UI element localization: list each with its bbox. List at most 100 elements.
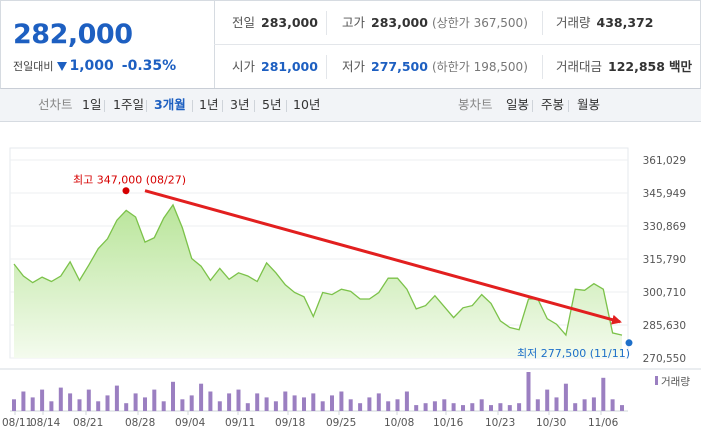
divider [286, 100, 287, 112]
open-price: 시가 281,000 [232, 45, 318, 88]
tab-monthly[interactable]: 월봉 [577, 97, 601, 112]
trend-arrow [144, 189, 622, 325]
prev-close-value: 283,000 [261, 15, 318, 30]
volume-bar [451, 403, 456, 411]
volume-bar [423, 403, 428, 411]
volume-bar [554, 397, 559, 411]
max-label: 최고 347,000 (08/27) [73, 174, 186, 187]
volume-bar [133, 393, 138, 411]
tab-3y[interactable]: 3년 [230, 97, 250, 112]
down-arrow-icon [57, 62, 68, 71]
low-value: 277,500 [371, 59, 428, 74]
volume-bar [21, 391, 26, 411]
x-tick-label: 08/21 [73, 417, 103, 429]
period-tabs: 선차트 1일 1주일 3개월 1년 3년 5년 10년 봉차트 일봉 주봉 월봉 [0, 89, 701, 122]
tab-1w[interactable]: 1주일 [113, 97, 144, 112]
volume-bar [498, 403, 503, 411]
y-tick-label: 315,790 [643, 254, 686, 266]
tab-3m[interactable]: 3개월 [154, 97, 186, 112]
x-tick-label: 10/23 [485, 417, 515, 429]
volume-bar [489, 405, 493, 411]
stats-table: 전일 283,000 고가 283,000 (상한가 367,500) 거래량 438,… [214, 1, 700, 88]
open-label: 시가 [232, 59, 256, 74]
divider [146, 100, 147, 112]
volume-bar [283, 391, 288, 411]
volume-bar [208, 391, 213, 411]
volume-bar [40, 389, 45, 412]
volume-value: 438,372 [596, 15, 654, 30]
min-marker [625, 339, 633, 347]
volume-bar [320, 401, 325, 412]
volume-bar [386, 401, 391, 412]
diff-value: 1,000 [69, 58, 114, 74]
upper-limit: (상한가 367,500) [431, 16, 528, 30]
current-price: 282,000 [13, 19, 133, 50]
divider [222, 100, 223, 112]
divider [568, 100, 569, 112]
high-value: 283,000 [371, 15, 428, 30]
volume: 거래량 438,372 [556, 1, 653, 44]
volume-bar [376, 393, 381, 411]
volume-bar [358, 403, 363, 411]
diff-label: 전일대비 [13, 60, 54, 73]
price-box: 282,000 전일대비 1,000 -0.35% [1, 1, 215, 88]
volume-bar [573, 403, 578, 411]
volume-bar [105, 395, 110, 411]
volume-bar [199, 383, 204, 411]
volume-bar [273, 401, 278, 412]
trade-amount: 거래대금 122,858 백만 [556, 45, 692, 88]
tab-1y[interactable]: 1년 [199, 97, 219, 112]
volume-bar [264, 397, 269, 411]
lower-limit: (하한가 198,500) [431, 60, 528, 74]
y-tick-label: 361,029 [643, 155, 686, 167]
volume-bar [245, 403, 250, 411]
prev-close: 전일 283,000 [232, 1, 318, 44]
stats-row-2: 시가 281,000 저가 277,500 (하한가 198,500) 거래대금 122… [214, 45, 700, 88]
volume-bar [563, 383, 568, 411]
volume-bar [591, 397, 596, 411]
divider [532, 100, 533, 112]
volume-bar [255, 393, 260, 411]
low-label: 저가 [342, 59, 366, 74]
price-chart: 361,029 345,949 330,869 315,790 300,710 285,6… [0, 147, 701, 429]
volume-bar [330, 395, 334, 411]
volume-bar [601, 377, 606, 411]
volume-bar [30, 397, 35, 411]
volume-bar [124, 403, 129, 411]
volume-bar [12, 399, 16, 411]
volume-legend-label: 거래량 [661, 376, 690, 388]
amount-unit: 백만 [668, 59, 692, 74]
volume-bar [479, 399, 484, 411]
divider [542, 55, 543, 79]
volume-bar [432, 401, 437, 412]
x-tick-label: 09/11 [225, 417, 255, 429]
volume-bar [517, 403, 522, 411]
volume-bar [461, 405, 465, 411]
x-tick-label: 09/18 [275, 417, 305, 429]
tab-5y[interactable]: 5년 [262, 97, 282, 112]
volume-bar [526, 372, 531, 411]
volume-bar [311, 393, 316, 411]
line-chart-label: 선차트 [38, 97, 73, 112]
volume-bar [470, 403, 475, 411]
tab-daily[interactable]: 일봉 [506, 97, 530, 112]
area-fill [14, 204, 622, 358]
volume-bar [367, 397, 372, 411]
tab-10y[interactable]: 10년 [293, 97, 321, 112]
x-tick-label: 11/06 [588, 417, 619, 429]
volume-bar [77, 399, 82, 411]
volume-bar [86, 389, 91, 412]
volume-bar [58, 387, 63, 411]
volume-bar [114, 385, 119, 411]
tab-weekly[interactable]: 주봉 [541, 97, 565, 112]
volume-bar [292, 395, 297, 411]
x-tick-label: 08/11 [2, 417, 32, 429]
volume-bar [545, 389, 550, 412]
prev-close-label: 전일 [232, 15, 256, 30]
divider [326, 11, 327, 35]
price-change: 전일대비 1,000 -0.35% [13, 58, 176, 74]
tab-1d[interactable]: 1일 [82, 97, 102, 112]
volume-bar [217, 401, 222, 412]
stats-row-1: 전일 283,000 고가 283,000 (상한가 367,500) 거래량 438,… [214, 1, 700, 45]
